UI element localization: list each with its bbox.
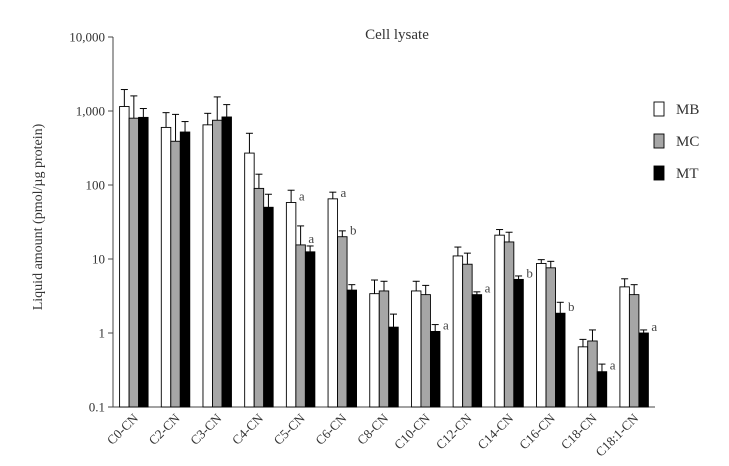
bars-group <box>119 106 649 408</box>
bar <box>388 326 399 408</box>
bar <box>295 244 306 408</box>
bar <box>160 126 172 408</box>
y-tick-label: 1,000 <box>76 104 105 119</box>
significance-label: b <box>526 265 533 280</box>
bar <box>628 294 640 408</box>
bar <box>327 198 339 408</box>
bar <box>596 371 608 408</box>
x-tick-label: C18:1-CN <box>592 410 641 459</box>
x-tick-label: C6-CN <box>312 410 350 448</box>
bar <box>244 152 255 408</box>
legend-label: MB <box>676 102 699 118</box>
x-tick-label: C12-CN <box>433 410 475 452</box>
significance-label: a <box>443 317 449 332</box>
bar <box>170 140 181 408</box>
bar <box>304 251 316 408</box>
bar <box>212 119 223 408</box>
bar <box>221 116 232 408</box>
x-tick-label: C14-CN <box>474 410 516 452</box>
y-axis-label: Liquid amount (pmol/µg protein) <box>31 123 46 310</box>
x-tick-label: C2-CN <box>145 410 183 448</box>
significance-label: b <box>350 223 357 238</box>
significance-label: a <box>299 189 305 204</box>
y-axis: 0.1 1 10 100 1,000 10,000 <box>69 30 114 415</box>
significance-label: b <box>568 299 575 314</box>
bar <box>253 187 265 408</box>
bar <box>429 330 441 408</box>
legend-label: MT <box>676 166 699 182</box>
x-tick-label: C3-CN <box>187 410 225 448</box>
y-tick-label: 0.1 <box>89 400 105 415</box>
bar <box>410 290 422 408</box>
x-tick-label: C10-CN <box>391 410 433 452</box>
bar <box>179 131 191 408</box>
y-tick-label: 10,000 <box>69 30 105 45</box>
legend-swatch <box>653 133 665 149</box>
bar <box>202 124 213 408</box>
error-bars-group <box>120 89 648 372</box>
chart-title: Cell lysate <box>365 27 429 43</box>
bar <box>555 312 566 408</box>
bar <box>128 117 140 408</box>
x-tick-label: C5-CN <box>271 410 309 448</box>
bar <box>420 294 431 408</box>
bar <box>638 332 649 408</box>
legend-swatch <box>653 165 665 181</box>
bar <box>619 286 630 408</box>
annotations-group: a a a b a a b b a a <box>299 185 658 373</box>
bar <box>263 206 274 408</box>
bar <box>536 263 547 408</box>
x-tick-label: C16-CN <box>516 410 558 452</box>
bar <box>119 106 130 408</box>
significance-label: a <box>610 358 616 373</box>
bar <box>577 346 589 408</box>
x-tick-label: C0-CN <box>104 410 142 448</box>
bar <box>503 241 515 408</box>
x-tick-label: C18-CN <box>558 410 600 452</box>
y-tick-label: 10 <box>92 252 105 267</box>
significance-label: a <box>341 185 347 200</box>
bar <box>452 255 464 408</box>
legend-swatch <box>653 101 665 117</box>
legend-label: MC <box>676 134 699 150</box>
bar <box>494 234 505 408</box>
bar <box>462 263 473 408</box>
legend: MB MC MT <box>653 101 699 182</box>
bar <box>346 289 358 408</box>
x-tick-label: C8-CN <box>354 410 392 448</box>
y-tick-label: 1 <box>99 326 106 341</box>
bar <box>587 340 598 408</box>
bar <box>285 202 297 408</box>
bar <box>337 236 348 408</box>
bar <box>378 290 390 408</box>
y-tick-label: 100 <box>86 178 106 193</box>
bar <box>369 293 380 408</box>
significance-label: a <box>485 281 491 296</box>
bar <box>471 294 483 408</box>
significance-label: a <box>651 319 657 334</box>
x-axis: C0-CN C2-CN C3-CN C4-CN C5-CN C6-CN C8-CN C10-C… <box>104 406 655 459</box>
bar <box>545 267 556 408</box>
bar <box>138 116 149 408</box>
x-tick-label: C4-CN <box>229 410 267 448</box>
significance-label: a <box>308 231 314 246</box>
bar <box>513 278 524 408</box>
